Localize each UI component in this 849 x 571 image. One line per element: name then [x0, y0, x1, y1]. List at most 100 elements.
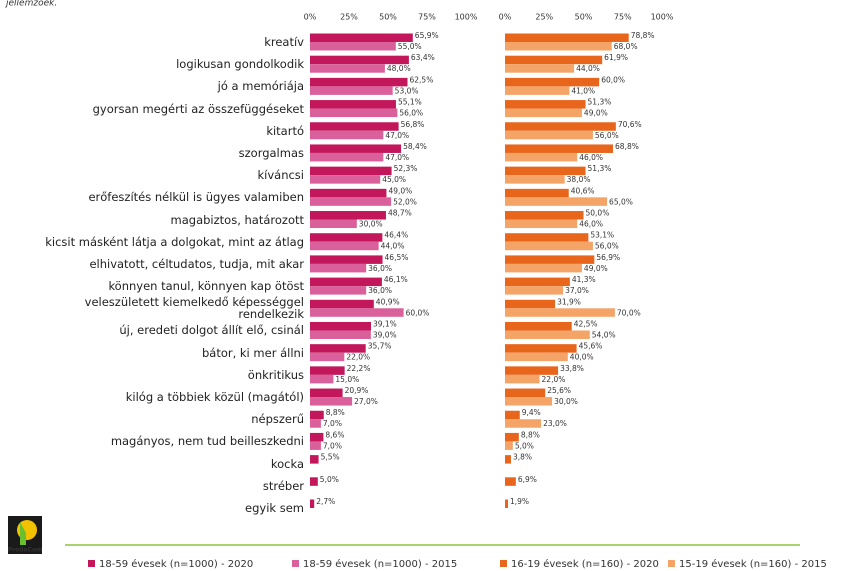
- data-label: 46,5%: [385, 253, 409, 262]
- data-label: 8,8%: [326, 408, 345, 417]
- bar: [505, 441, 513, 450]
- data-label: 40,0%: [570, 353, 594, 362]
- data-label: 56,0%: [595, 242, 619, 251]
- bar: [505, 344, 577, 353]
- data-label: 65,0%: [609, 197, 633, 206]
- data-label: 7,0%: [323, 441, 342, 450]
- data-label: 78,8%: [631, 31, 655, 40]
- data-label: 49,0%: [584, 109, 608, 118]
- bar: [505, 299, 556, 309]
- data-label: 55,0%: [398, 42, 422, 51]
- data-label: 46,1%: [384, 275, 408, 284]
- category-label: magabiztos, határozott: [170, 212, 304, 227]
- data-label: 44,0%: [576, 64, 600, 73]
- data-label: 5,0%: [320, 475, 339, 484]
- data-label: 68,8%: [615, 142, 639, 151]
- bar: [505, 219, 578, 229]
- data-label: 51,3%: [588, 164, 612, 173]
- bar: [505, 330, 590, 339]
- data-label: 41,0%: [571, 86, 595, 95]
- bar: [505, 432, 519, 442]
- bar: [505, 241, 593, 251]
- data-label: 55,1%: [398, 98, 422, 107]
- data-label: 37,0%: [565, 286, 589, 295]
- legend-label: 15-19 évesek (n=160) - 2015: [679, 558, 827, 570]
- data-label: 60,0%: [601, 75, 625, 84]
- bar: [310, 263, 367, 273]
- data-label: 30,0%: [359, 220, 383, 229]
- x-tick-label: 25%: [340, 13, 358, 22]
- bar: [310, 397, 353, 406]
- bar: [310, 374, 334, 384]
- category-label: gyorsan megérti az összefüggéseket: [92, 101, 304, 116]
- bar: [310, 344, 366, 353]
- category-label: szorgalmas: [238, 145, 304, 160]
- x-tick-label: 0%: [304, 13, 317, 22]
- data-label: 5,0%: [515, 441, 534, 450]
- category-label: elhivatott, céltudatos, tudja, mit akar: [89, 256, 304, 271]
- bar: [310, 299, 374, 309]
- bar: [310, 352, 345, 362]
- logo-leaf: [20, 522, 26, 545]
- bar: [505, 308, 615, 317]
- category-label: veleszületett kiemelkedő képességgel ren…: [84, 295, 304, 322]
- bar: [310, 42, 396, 51]
- bar: [310, 241, 379, 251]
- bar: [310, 330, 371, 339]
- data-label: 6,9%: [518, 475, 537, 484]
- bar: [310, 86, 393, 95]
- bar: [310, 188, 387, 198]
- bar: [505, 455, 511, 464]
- data-label: 39,0%: [373, 330, 397, 339]
- x-tick-label: 75%: [418, 13, 436, 22]
- data-label: 56,9%: [596, 253, 620, 262]
- bar: [310, 33, 413, 42]
- data-label: 42,5%: [574, 319, 598, 328]
- x-tick-label: 50%: [575, 13, 593, 22]
- bar: [310, 432, 324, 442]
- legend-swatch: [668, 560, 675, 567]
- bar: [310, 308, 404, 317]
- bar: [505, 255, 595, 264]
- bar: [505, 286, 564, 295]
- data-label: 48,7%: [388, 209, 412, 218]
- bar: [505, 477, 516, 486]
- x-tick-label: 0%: [499, 13, 512, 22]
- data-label: 53,1%: [590, 231, 614, 240]
- data-label: 22,2%: [347, 364, 371, 373]
- data-label: 70,0%: [617, 308, 641, 317]
- bar: [310, 130, 384, 140]
- bar: [310, 219, 357, 229]
- data-label: 49,0%: [388, 186, 412, 195]
- bar: [505, 55, 603, 65]
- x-tick-label: 100%: [455, 13, 478, 22]
- bar: [310, 122, 399, 131]
- category-label: könnyen tanul, könnyen kap ötöst: [108, 279, 304, 294]
- bar: [505, 100, 586, 109]
- data-label: 20,9%: [345, 386, 369, 395]
- category-label: kíváncsi: [257, 168, 304, 183]
- bar: [310, 455, 319, 464]
- data-label: 52,0%: [393, 197, 417, 206]
- bar: [505, 188, 569, 198]
- bar: [310, 108, 398, 118]
- bar: [505, 397, 553, 406]
- logo-text: ProdoCom: [8, 547, 43, 554]
- data-label: 40,9%: [376, 297, 400, 306]
- bar: [505, 130, 593, 140]
- bar: [310, 166, 392, 176]
- data-label: 8,6%: [325, 430, 344, 439]
- bar: [505, 77, 600, 87]
- data-label: 68,0%: [614, 42, 638, 51]
- category-label: magányos, nem tud beilleszkedni: [110, 434, 304, 449]
- data-label: 2,7%: [316, 497, 335, 506]
- data-label: 9,4%: [522, 408, 541, 417]
- data-label: 27,0%: [354, 397, 378, 406]
- data-label: 38,0%: [567, 175, 591, 184]
- bar: [310, 152, 384, 162]
- x-tick-label: 25%: [535, 13, 553, 22]
- data-label: 48,0%: [387, 64, 411, 73]
- bar: [310, 286, 367, 295]
- category-label: egyik sem: [245, 501, 304, 515]
